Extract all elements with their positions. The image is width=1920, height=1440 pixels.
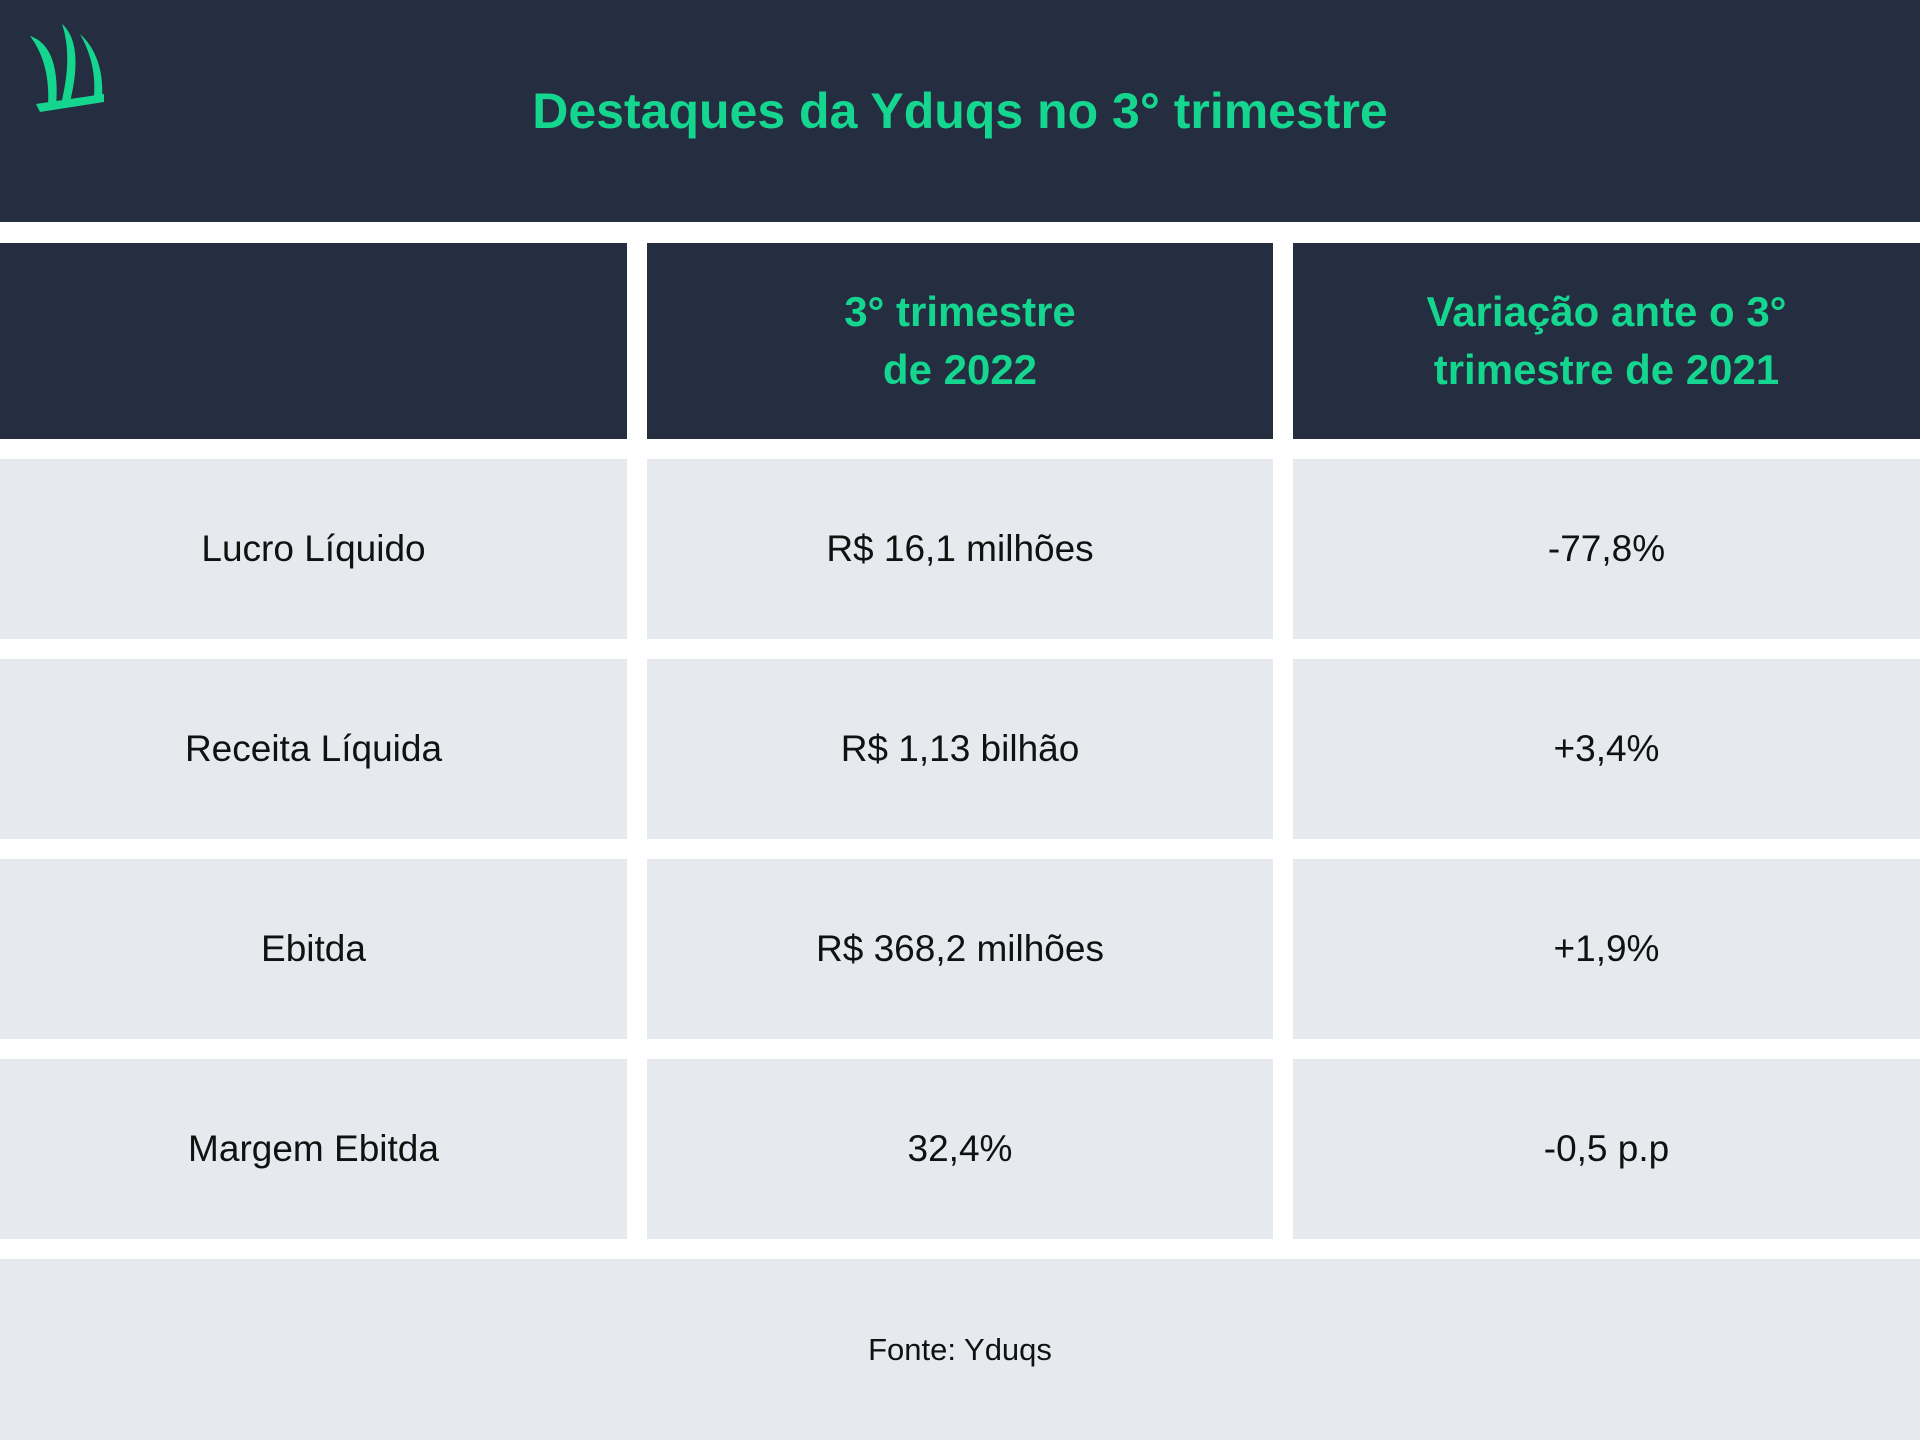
table-cell: +1,9% xyxy=(1293,859,1920,1039)
page-title: Destaques da Yduqs no 3° trimestre xyxy=(532,83,1388,139)
yduqs-sail-logo-icon xyxy=(30,24,104,112)
table-cell: R$ 1,13 bilhão xyxy=(647,659,1273,839)
table-row-label: Receita Líquida xyxy=(0,659,627,839)
table-header-empty xyxy=(0,243,627,439)
table-row-label: Margem Ebitda xyxy=(0,1059,627,1239)
table-cell: 32,4% xyxy=(647,1059,1273,1239)
table-cell: -77,8% xyxy=(1293,459,1920,639)
table-header-cell: Variação ante o 3° trimestre de 2021 xyxy=(1293,243,1920,439)
table-header-label: Variação ante o 3° trimestre de 2021 xyxy=(1426,288,1787,393)
table-header-label: 3° trimestre de 2022 xyxy=(844,288,1076,393)
table-row-label: Lucro Líquido xyxy=(0,459,627,639)
source-note: Fonte: Yduqs xyxy=(868,1332,1052,1367)
table-cell: -0,5 p.p xyxy=(1293,1059,1920,1239)
table-cell: R$ 16,1 milhões xyxy=(647,459,1273,639)
footer-bar xyxy=(0,1259,1920,1440)
header-bar: Destaques da Yduqs no 3° trimestre xyxy=(0,0,1920,222)
table-cell: +3,4% xyxy=(1293,659,1920,839)
table-row-label: Ebitda xyxy=(0,859,627,1039)
table-cell: R$ 368,2 milhões xyxy=(647,859,1273,1039)
table-header-cell: 3° trimestre de 2022 xyxy=(647,243,1273,439)
